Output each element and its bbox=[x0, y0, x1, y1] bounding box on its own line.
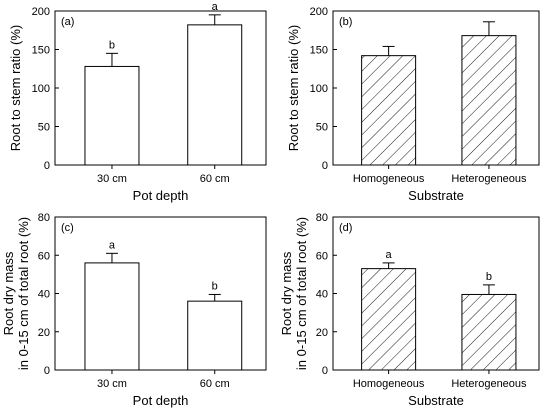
x-tick-label: 30 cm bbox=[97, 378, 127, 390]
significance-letter: b bbox=[109, 39, 115, 51]
y-tick-label: 0 bbox=[44, 365, 50, 377]
y-axis-label-line: in 0-15 cm of total root (%) bbox=[16, 217, 31, 370]
y-tick-label: 50 bbox=[316, 122, 328, 134]
panel-2: 0 50 100 150 200 (b) Homogeneous Heterogeneous S… bbox=[286, 6, 540, 203]
x-tick-label: Heterogeneous bbox=[451, 173, 527, 185]
y-tick-label: 60 bbox=[316, 250, 328, 262]
bar bbox=[84, 65, 140, 166]
y-tick-label: 0 bbox=[322, 160, 328, 172]
y-axis-label-line: Root dry mass bbox=[1, 251, 16, 335]
significance-letter: a bbox=[386, 249, 393, 261]
y-tick-label: 50 bbox=[38, 122, 50, 134]
y-tick-label: 200 bbox=[310, 6, 328, 18]
y-tick-label: 0 bbox=[322, 365, 328, 377]
y-tick-label: 20 bbox=[316, 327, 328, 339]
y-axis-label: Root dry massin 0-15 cm of total root (%… bbox=[279, 217, 309, 370]
x-tick-label: 60 cm bbox=[200, 378, 230, 390]
x-axis-label: Substrate bbox=[408, 188, 464, 203]
significance-letter: b bbox=[212, 280, 218, 292]
panel-3: 0 20 40 60 80 (c) a 30 cm b 60 cm Pot depth Root dr… bbox=[1, 212, 267, 408]
x-axis-label: Substrate bbox=[408, 393, 464, 408]
significance-letter: a bbox=[212, 1, 219, 13]
y-tick-label: 150 bbox=[310, 45, 328, 57]
y-tick-label: 80 bbox=[38, 212, 50, 224]
x-tick-label: Heterogeneous bbox=[451, 378, 527, 390]
significance-letter: b bbox=[486, 271, 492, 283]
y-tick-label: 100 bbox=[310, 83, 328, 95]
bar bbox=[187, 24, 243, 166]
x-tick-label: Homogeneous bbox=[353, 173, 425, 185]
x-axis-label: Pot depth bbox=[133, 393, 189, 408]
bar bbox=[361, 268, 417, 371]
bar bbox=[361, 55, 417, 166]
y-tick-label: 60 bbox=[38, 250, 50, 262]
panel-label: (a) bbox=[61, 16, 74, 28]
y-axis-label-line: Root dry mass bbox=[279, 251, 294, 335]
bar bbox=[461, 35, 517, 166]
y-tick-label: 100 bbox=[32, 83, 50, 95]
panel-label: (d) bbox=[339, 222, 352, 234]
y-axis-label: Root to stem ratio (%) bbox=[286, 25, 301, 151]
bar bbox=[187, 300, 243, 371]
x-tick-label: 30 cm bbox=[97, 173, 127, 185]
y-axis-label: Root dry massin 0-15 cm of total root (%… bbox=[1, 217, 31, 370]
y-tick-label: 150 bbox=[32, 45, 50, 57]
y-tick-label: 0 bbox=[44, 160, 50, 172]
bar bbox=[84, 262, 140, 371]
x-tick-label: 60 cm bbox=[200, 173, 230, 185]
y-tick-label: 40 bbox=[316, 289, 328, 301]
panel-4: 0 20 40 60 80 (d) a Homogeneous b Heterogeneous Su… bbox=[279, 212, 540, 408]
y-tick-label: 80 bbox=[316, 212, 328, 224]
y-axis-label: Root to stem ratio (%) bbox=[8, 25, 23, 151]
bar bbox=[461, 293, 517, 371]
y-axis-label-line: in 0-15 cm of total root (%) bbox=[294, 217, 309, 370]
significance-letter: a bbox=[109, 239, 116, 251]
y-tick-label: 20 bbox=[38, 327, 50, 339]
panel-label: (c) bbox=[61, 222, 74, 234]
panel-label: (b) bbox=[339, 16, 352, 28]
y-tick-label: 40 bbox=[38, 289, 50, 301]
y-tick-label: 200 bbox=[32, 6, 50, 18]
x-axis-label: Pot depth bbox=[133, 188, 189, 203]
x-tick-label: Homogeneous bbox=[353, 378, 425, 390]
panel-1: 0 50 100 150 200 (a) b 30 cm a 60 cm Pot depth Root… bbox=[8, 1, 267, 203]
